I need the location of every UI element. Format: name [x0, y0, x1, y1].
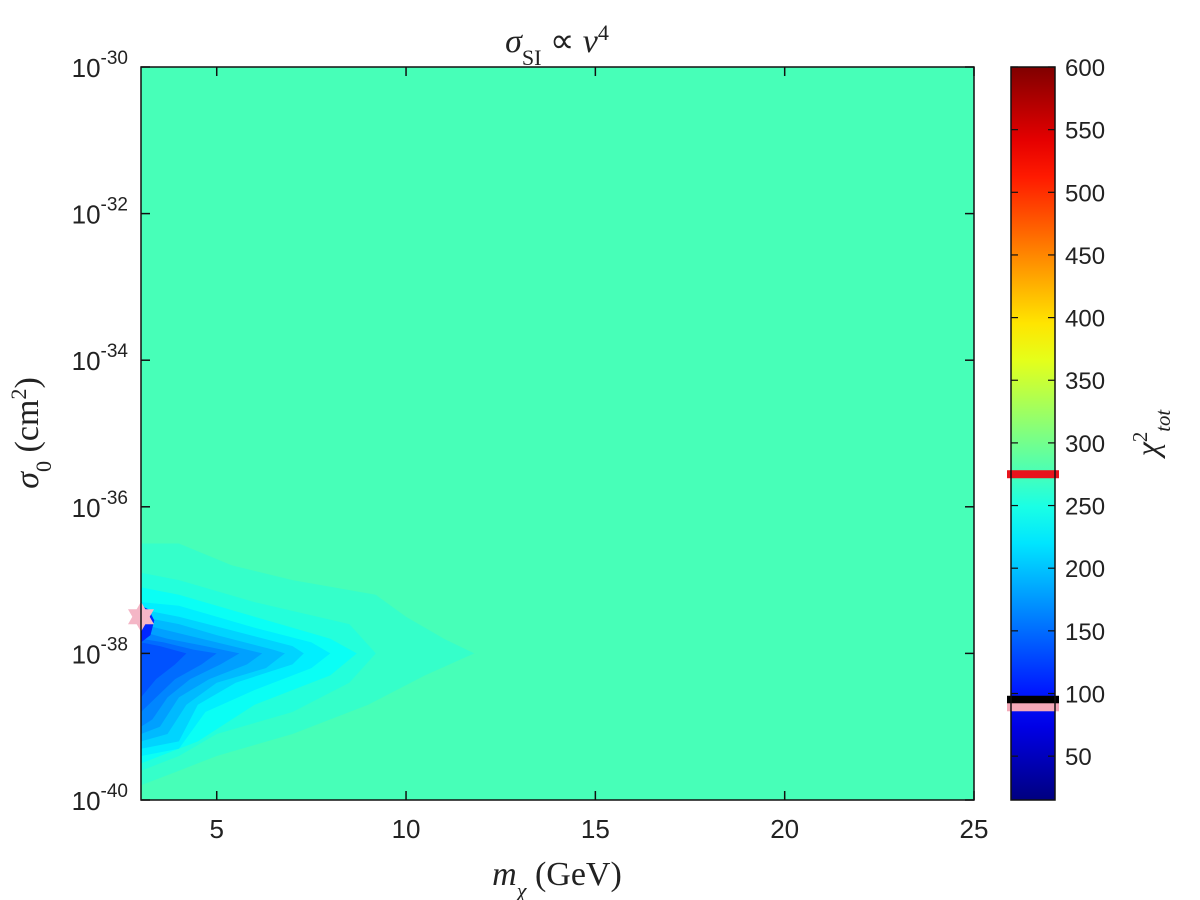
colorbar-tick-label: 350 — [1065, 368, 1105, 395]
x-tick-label: 15 — [581, 814, 610, 844]
x-axis-ticks: 5 10 15 20 25 — [209, 67, 988, 844]
colorbar-tick-label: 250 — [1065, 494, 1105, 521]
x-axis-label: mχ (GeV) — [492, 856, 622, 900]
y-axis-label: σ0 (cm2) — [6, 377, 56, 489]
colorbar-tick-label: 150 — [1065, 619, 1105, 646]
y-tick-label: 10-30 — [72, 48, 128, 83]
colorbar-ticks: 50 100 150 200 250 300 350 400 450 500 550 600 — [1011, 55, 1105, 771]
x-tick-label: 20 — [770, 814, 799, 844]
plot-frame — [140, 66, 975, 801]
colorbar-tick-label: 500 — [1065, 180, 1105, 207]
colorbar-tick-label: 200 — [1065, 556, 1105, 583]
colorbar-gradient — [1011, 67, 1055, 800]
x-tick-label: 10 — [392, 814, 421, 844]
chart-title: σSI ∝ v4 — [505, 20, 609, 70]
contour-region-135 — [141, 642, 187, 698]
colorbar-tick-label: 50 — [1065, 744, 1092, 771]
contour-fills — [141, 543, 475, 786]
y-tick-label: 10-34 — [72, 341, 129, 376]
y-axis-ticks: 10-30 10-32 10-34 10-36 10-38 10-40 — [72, 48, 974, 816]
colorbar-tick-label: 400 — [1065, 306, 1105, 333]
colorbar-tick-label: 600 — [1065, 55, 1105, 82]
x-tick-label: 25 — [960, 814, 989, 844]
plot-area: 5 10 15 20 25 10-30 10-32 10-34 10-36 10-38 10-40 — [72, 48, 989, 844]
colorbar-marker — [1007, 695, 1059, 704]
colorbar-label: χ2tot — [1129, 409, 1175, 460]
y-tick-label: 10-32 — [72, 195, 128, 230]
y-tick-label: 10-36 — [72, 488, 128, 523]
colorbar-tick-label: 300 — [1065, 431, 1105, 458]
colorbar-markers — [1007, 470, 1059, 712]
y-tick-label: 10-40 — [72, 781, 128, 816]
y-tick-label: 10-38 — [72, 634, 128, 669]
colorbar-tick-label: 100 — [1065, 681, 1105, 708]
colorbar-marker — [1007, 470, 1059, 479]
colorbar: 50 100 150 200 250 300 350 400 450 500 550 600 χ2to… — [1007, 55, 1175, 801]
colorbar-frame — [1010, 66, 1056, 801]
x-tick-label: 5 — [209, 814, 223, 844]
colorbar-marker — [1007, 703, 1059, 712]
colorbar-tick-label: 550 — [1065, 118, 1105, 145]
colorbar-tick-label: 450 — [1065, 243, 1105, 270]
